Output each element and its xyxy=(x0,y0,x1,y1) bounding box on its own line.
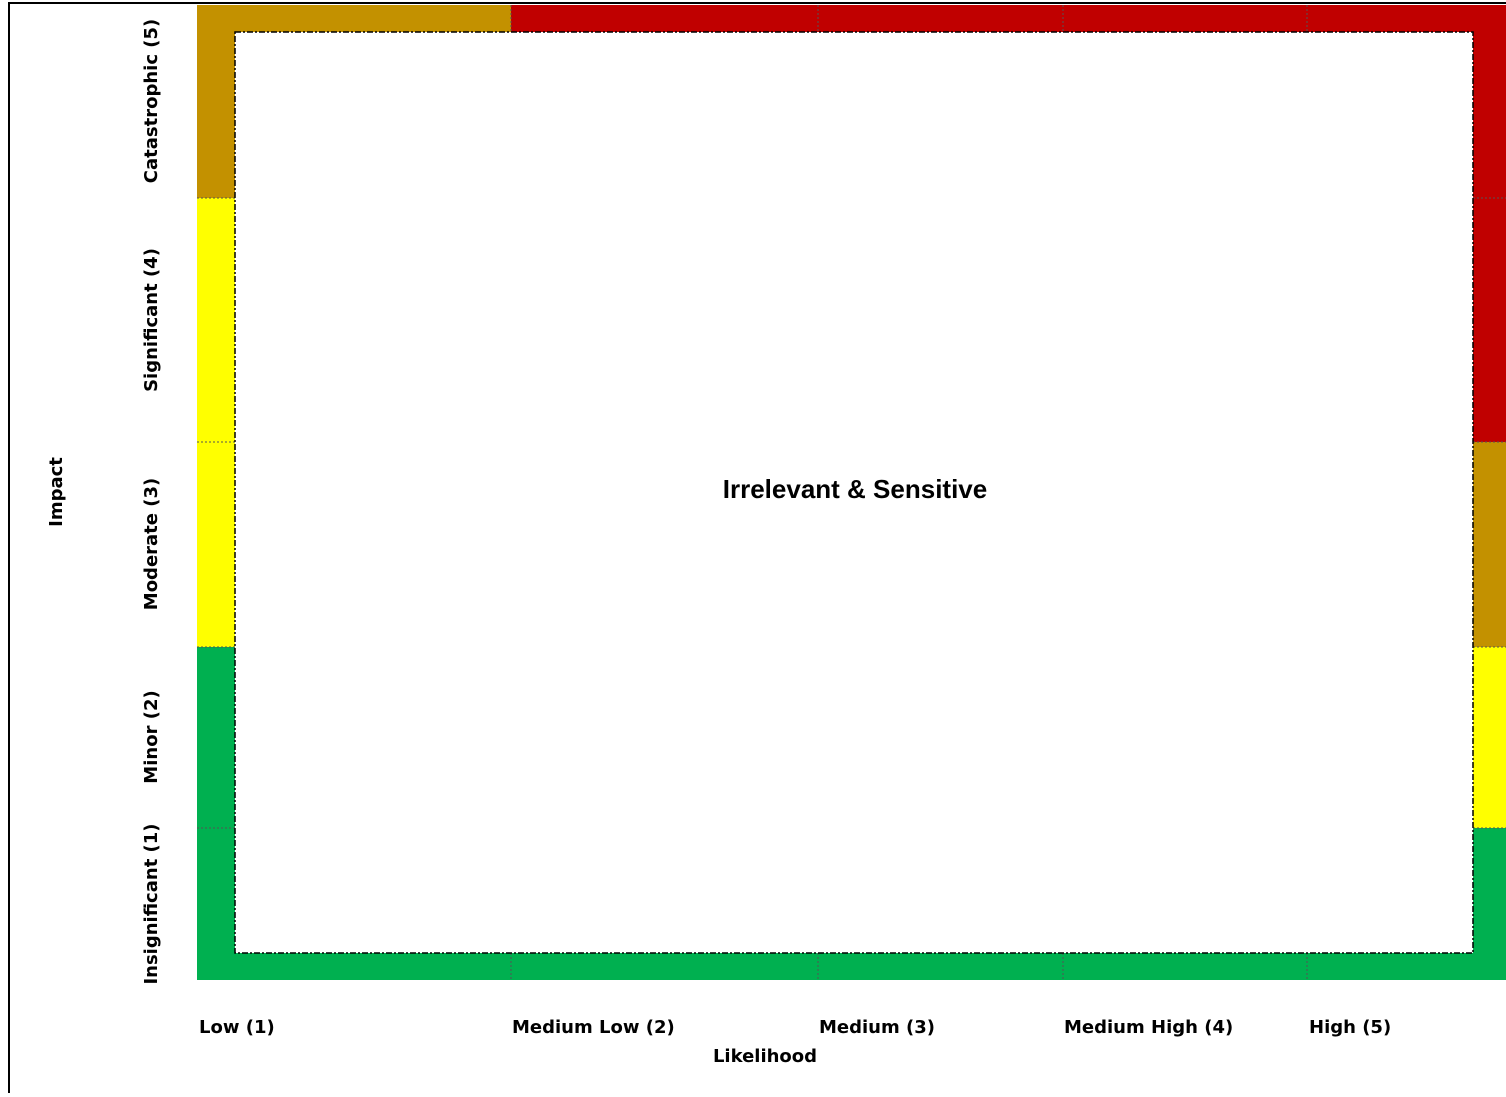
cell-gold xyxy=(197,5,235,198)
cell-green xyxy=(197,953,1506,980)
cell-yellow xyxy=(197,198,235,647)
y-axis-label: Impact xyxy=(46,457,67,527)
grid xyxy=(197,5,1506,980)
column-label: Medium High (4) xyxy=(1064,1017,1233,1038)
row-label: Significant (4) xyxy=(141,248,162,392)
center-area xyxy=(234,31,1474,954)
cell-red xyxy=(1473,5,1506,442)
cell-green xyxy=(197,647,235,980)
row-label: Moderate (3) xyxy=(141,478,162,610)
center-label: Irrelevant & Sensitive xyxy=(723,474,987,504)
row-label: Insignificant (1) xyxy=(141,823,162,984)
column-label: Low (1) xyxy=(199,1017,275,1038)
column-label: Medium (3) xyxy=(819,1017,935,1038)
cell-gold xyxy=(197,5,511,32)
row-label: Catastrophic (5) xyxy=(141,19,162,183)
column-labels: Low (1) Medium Low (2) Medium (3) Medium… xyxy=(199,1017,1391,1038)
cell-yellow xyxy=(1473,647,1506,828)
column-label: Medium Low (2) xyxy=(512,1017,675,1038)
row-label: Minor (2) xyxy=(141,690,162,783)
cell-gold xyxy=(1473,442,1506,647)
cell-red xyxy=(511,5,1506,32)
row-labels: Insignificant (1) Minor (2) Moderate (3)… xyxy=(141,19,162,985)
column-label: High (5) xyxy=(1309,1017,1391,1038)
x-axis-label: Likelihood xyxy=(713,1046,817,1067)
